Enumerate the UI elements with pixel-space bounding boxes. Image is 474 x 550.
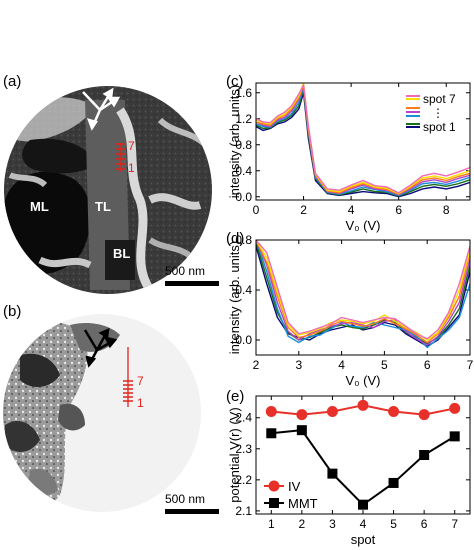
d-series-line-2 — [256, 242, 470, 345]
e-ytick-label: 2.1 — [235, 504, 252, 518]
d-xtick-label: 5 — [381, 358, 388, 372]
c-ylabel: intensity (arb. units) — [227, 85, 242, 198]
d-series-line-4 — [256, 240, 470, 346]
c-legend-ellipsis: ⋮ — [432, 106, 444, 120]
c-xtick-label: 8 — [443, 203, 450, 217]
e-point-IV — [418, 409, 430, 421]
c-legend-label-2: spot 1 — [423, 120, 456, 134]
e-xtick-label: 7 — [451, 517, 458, 531]
panel-label-a: (a) — [3, 73, 22, 90]
e-point-MMT — [266, 428, 277, 439]
c-xtick-label: 6 — [395, 203, 402, 217]
d-xtick-label: 7 — [467, 358, 474, 372]
chart-e: 1 2 3 4 5 6 7 2.1 2.2 2.3 2.4 spot potential V(r) (V… — [227, 395, 471, 547]
d-series-line-5 — [256, 240, 470, 344]
e-xtick-label: 1 — [268, 517, 275, 531]
panel-label-d: (d) — [226, 230, 245, 247]
e-xtick-label: 4 — [360, 517, 367, 531]
c-series-group — [256, 83, 470, 198]
c-series-line-7 — [256, 84, 470, 194]
d-series-group — [256, 240, 470, 349]
arrows-a — [82, 87, 121, 131]
c-xlabel: V₀ (V) — [345, 218, 380, 233]
d-xtick-label: 6 — [424, 358, 431, 372]
scalebar-label-b: 500 nm — [165, 492, 205, 506]
e-point-MMT — [449, 431, 460, 442]
e-legend-label-IV: IV — [288, 479, 301, 494]
chart-d: 2 3 4 5 6 7 0.0 0.4 0.8 V₀ (V) intensity (arb. uni… — [227, 233, 474, 388]
scalebar-a: 500 nm — [165, 264, 219, 286]
d-xtick-label: 3 — [295, 358, 302, 372]
e-point-MMT — [296, 425, 307, 436]
e-point-MMT — [388, 477, 399, 488]
e-xtick-label: 3 — [329, 517, 336, 531]
e-point-IV — [449, 402, 461, 414]
c-ytick-label: 1.2 — [235, 112, 252, 126]
e-legend-marker-MMT — [269, 498, 279, 508]
c-frame — [255, 82, 471, 201]
panel-label-c: (c) — [226, 73, 244, 90]
scalebar-bar-a — [165, 281, 219, 286]
e-xtick-label: 6 — [421, 517, 428, 531]
micrograph-a: 7 1 ML TL BL — [4, 86, 212, 294]
micrograph-b: 7 1 — [3, 314, 201, 512]
spot-label-1-b: 1 — [137, 396, 144, 410]
d-xtick-label: 4 — [338, 358, 345, 372]
d-series-line-6 — [256, 240, 470, 341]
c-ytick-label: 0.8 — [235, 138, 252, 152]
e-point-IV — [357, 399, 369, 411]
c-ytick-label: 0.4 — [235, 164, 252, 178]
spot-label-7-a: 7 — [128, 139, 135, 153]
c-legend-label-1: spot 7 — [423, 92, 456, 106]
c-xtick-label: 4 — [348, 203, 355, 217]
e-ytick-label: 2.4 — [235, 411, 252, 425]
e-frame — [255, 395, 471, 515]
e-legend-label-MMT: MMT — [288, 496, 318, 511]
spot-markers-a: 7 1 — [116, 139, 135, 175]
e-ytick-label: 2.2 — [235, 473, 252, 487]
e-legend-marker-IV — [268, 480, 280, 492]
d-ylabel: intensity (arb. units) — [227, 241, 242, 354]
c-xtick-label: 0 — [253, 203, 260, 217]
e-point-MMT — [419, 450, 430, 460]
region-label-bl: BL — [113, 246, 130, 261]
panel-label-e: (e) — [226, 388, 245, 405]
d-series-line-7 — [256, 240, 470, 340]
e-xtick-label: 5 — [390, 517, 397, 531]
c-series-line-5 — [256, 84, 470, 195]
scalebar-b: 500 nm — [165, 492, 219, 514]
c-xtick-label: 2 — [300, 203, 307, 217]
c-ytick-label: 0.0 — [235, 190, 252, 204]
c-ytick-label: 1.6 — [235, 86, 252, 100]
e-point-MMT — [327, 468, 338, 479]
arrows-b — [83, 327, 118, 368]
e-point-MMT — [358, 499, 368, 510]
d-ytick-label: 0.8 — [235, 233, 252, 247]
d-ytick-label: 0.0 — [235, 333, 252, 347]
e-point-IV — [265, 406, 277, 418]
c-series-line-6 — [256, 83, 470, 195]
region-label-tl: TL — [95, 199, 111, 214]
e-point-IV — [388, 406, 400, 418]
micrograph-a-content — [4, 86, 212, 294]
e-ytick-label: 2.3 — [235, 442, 252, 456]
panel-label-b: (b) — [3, 303, 22, 320]
e-xtick-label: 2 — [299, 517, 306, 531]
spot-label-1-a: 1 — [128, 161, 135, 175]
d-xtick-label: 2 — [253, 358, 260, 372]
spot-label-7-b: 7 — [137, 374, 144, 388]
e-xlabel: spot — [351, 532, 376, 547]
scalebar-label-a: 500 nm — [165, 264, 205, 278]
e-point-IV — [326, 406, 338, 418]
chart-c: 0 2 4 6 8 0.0 0.4 0.8 1.2 1.6 V₀ (V) intensity (arb… — [227, 82, 471, 233]
region-label-ml: ML — [30, 199, 49, 214]
scalebar-bar-b — [165, 509, 219, 514]
e-point-IV — [296, 409, 308, 421]
spot-markers-b: 7 1 — [123, 347, 144, 410]
d-frame — [255, 239, 471, 356]
e-ylabel: potential V(r) (V) — [227, 407, 242, 502]
d-xlabel: V₀ (V) — [345, 373, 380, 388]
d-ytick-label: 0.4 — [235, 283, 252, 297]
d-series-line-3 — [256, 240, 470, 349]
